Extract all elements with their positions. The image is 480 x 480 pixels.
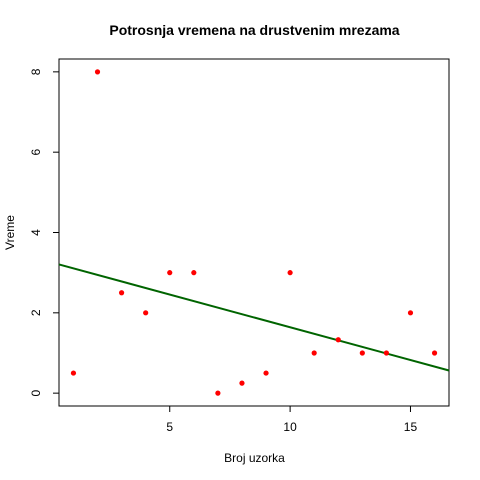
y-tick-label: 4 [29, 229, 43, 236]
x-axis: 5 10 15 [166, 406, 417, 434]
data-point [94, 69, 101, 75]
data-point [287, 270, 293, 276]
y-tick-label: 8 [29, 68, 43, 75]
data-point [311, 350, 317, 356]
data-point [407, 310, 414, 316]
x-axis-label: Broj uzorka [224, 451, 285, 465]
data-point [167, 270, 173, 276]
data-point [263, 370, 269, 376]
data-points [70, 69, 438, 396]
data-point [143, 310, 149, 316]
chart-title: Potrosnja vremena na drustvenim mrezama [109, 22, 399, 38]
data-point [239, 380, 245, 386]
x-tick-label: 15 [404, 420, 418, 434]
data-point [383, 350, 390, 356]
data-point [70, 370, 77, 376]
data-point [191, 270, 197, 276]
data-point [431, 350, 438, 356]
y-axis: 0 2 4 6 8 [29, 68, 59, 396]
y-tick-label: 0 [29, 389, 43, 396]
data-point [215, 390, 221, 396]
x-tick-label: 10 [283, 420, 297, 434]
data-point [335, 337, 341, 343]
trendline-group [58, 263, 450, 372]
y-axis-label: Vreme [3, 215, 17, 250]
data-point [118, 290, 125, 296]
x-tick-label: 5 [166, 420, 173, 434]
y-tick-label: 6 [29, 149, 43, 156]
data-point [359, 350, 365, 356]
regression-line [58, 263, 450, 372]
y-tick-label: 2 [29, 309, 43, 316]
